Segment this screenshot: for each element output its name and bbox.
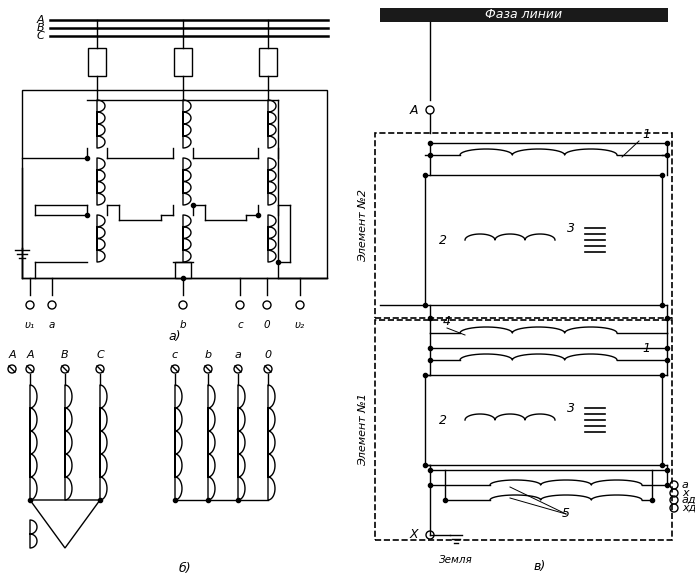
Text: 2: 2 — [439, 413, 447, 426]
Text: 1: 1 — [642, 128, 650, 141]
Text: X: X — [409, 529, 418, 541]
Bar — [175, 262, 191, 278]
Text: Земля: Земля — [439, 555, 473, 565]
Text: A: A — [36, 15, 44, 25]
Text: A: A — [8, 350, 16, 360]
Text: c: c — [237, 320, 243, 330]
Text: b: b — [204, 350, 211, 360]
Text: 1: 1 — [642, 342, 650, 355]
Text: b: b — [180, 320, 186, 330]
Text: б): б) — [179, 562, 191, 575]
Text: а): а) — [169, 330, 181, 343]
Bar — [425, 375, 662, 465]
Text: c: c — [172, 350, 178, 360]
Text: xд: xд — [682, 503, 695, 513]
Bar — [375, 320, 672, 540]
Text: B: B — [61, 350, 69, 360]
Text: a: a — [682, 480, 689, 490]
Bar — [259, 48, 277, 76]
Text: 5: 5 — [562, 507, 570, 520]
Text: 4: 4 — [443, 315, 451, 328]
Text: Элемент №2: Элемент №2 — [358, 189, 368, 262]
Text: 0: 0 — [263, 320, 270, 330]
Text: 3: 3 — [567, 402, 575, 415]
Text: υ₂: υ₂ — [295, 320, 305, 330]
Text: aд: aд — [682, 495, 695, 505]
Text: 0: 0 — [264, 350, 272, 360]
Bar — [375, 133, 672, 318]
Bar — [174, 48, 192, 76]
Text: B: B — [36, 23, 44, 33]
Bar — [88, 48, 106, 76]
Text: a: a — [49, 320, 55, 330]
Text: x: x — [682, 488, 689, 498]
Bar — [425, 175, 662, 305]
Text: A: A — [409, 103, 418, 116]
Text: A: A — [26, 350, 34, 360]
Bar — [22, 90, 327, 278]
Text: в): в) — [534, 560, 546, 573]
Bar — [380, 8, 668, 22]
Text: C: C — [96, 350, 104, 360]
Text: Фаза линии: Фаза линии — [485, 9, 562, 22]
Text: 2: 2 — [439, 234, 447, 246]
Text: 3: 3 — [567, 222, 575, 235]
Text: C: C — [36, 31, 44, 41]
Text: a: a — [235, 350, 241, 360]
Text: Элемент №1: Элемент №1 — [358, 394, 368, 467]
Text: υ₁: υ₁ — [25, 320, 35, 330]
